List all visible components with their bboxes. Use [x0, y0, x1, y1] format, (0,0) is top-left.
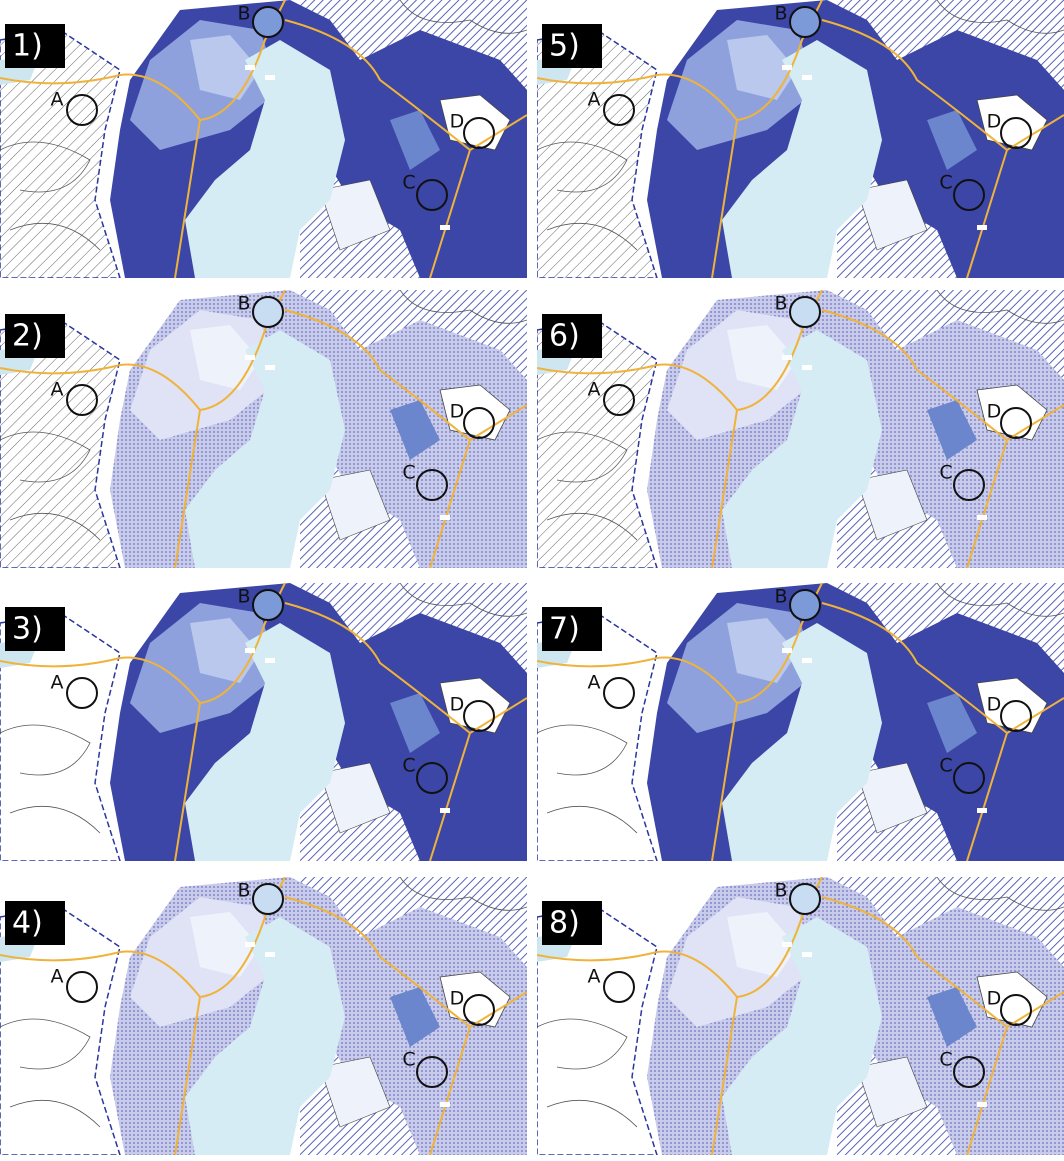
building — [977, 1102, 987, 1107]
building — [802, 952, 812, 957]
site-label: B — [774, 880, 787, 902]
site-marker — [790, 884, 820, 914]
site-label: C — [402, 755, 415, 777]
building — [245, 648, 255, 653]
map-panel: A B C D 2) — [0, 290, 527, 568]
site-label: C — [939, 1049, 952, 1071]
site-label: A — [588, 89, 601, 111]
map-panel: A B C D 7) — [537, 583, 1064, 861]
building — [440, 808, 450, 813]
site-marker — [253, 297, 283, 327]
site-marker — [253, 7, 283, 37]
site-label: D — [987, 111, 1002, 133]
building — [440, 225, 450, 230]
site-label: D — [987, 988, 1002, 1010]
map-panel: A B C D 1) — [0, 0, 527, 278]
building — [440, 515, 450, 520]
site-label: C — [402, 462, 415, 484]
building — [245, 65, 255, 70]
map-figure: A B C D 1) A B C D 5) A B C D 2) A B C D 6) A B C D 3) A B C D 7) A B C D… — [0, 0, 1064, 1161]
site-label: D — [450, 694, 465, 716]
site-label: C — [939, 462, 952, 484]
site-marker — [790, 297, 820, 327]
site-label: B — [774, 3, 787, 25]
site-label: A — [51, 966, 64, 988]
site-marker — [253, 884, 283, 914]
panel-label: 3) — [12, 612, 43, 647]
site-label: C — [402, 1049, 415, 1071]
site-marker — [790, 7, 820, 37]
panel-label: 6) — [549, 319, 580, 354]
map-panel: A B C D 5) — [537, 0, 1064, 278]
building — [265, 365, 275, 370]
map-panel: A B C D 8) — [537, 877, 1064, 1155]
site-label: B — [774, 293, 787, 315]
site-label: C — [939, 172, 952, 194]
building — [782, 648, 792, 653]
building — [977, 808, 987, 813]
building — [802, 75, 812, 80]
site-label: B — [774, 586, 787, 608]
site-label: C — [402, 172, 415, 194]
building — [265, 952, 275, 957]
site-label: D — [450, 111, 465, 133]
site-label: A — [588, 379, 601, 401]
map-panel: A B C D 6) — [537, 290, 1064, 568]
site-label: D — [987, 694, 1002, 716]
map-panel: A B C D 4) — [0, 877, 527, 1155]
building — [977, 225, 987, 230]
site-label: A — [51, 89, 64, 111]
building — [245, 942, 255, 947]
building — [440, 1102, 450, 1107]
building — [802, 658, 812, 663]
site-label: B — [237, 293, 250, 315]
site-label: D — [450, 401, 465, 423]
site-label: A — [588, 966, 601, 988]
site-label: B — [237, 880, 250, 902]
panel-label: 2) — [12, 319, 43, 354]
site-label: B — [237, 586, 250, 608]
site-label: A — [51, 379, 64, 401]
building — [265, 75, 275, 80]
building — [782, 65, 792, 70]
site-label: B — [237, 3, 250, 25]
site-label: C — [939, 755, 952, 777]
site-label: A — [588, 672, 601, 694]
site-marker — [790, 590, 820, 620]
building — [802, 365, 812, 370]
site-label: D — [450, 988, 465, 1010]
panel-label: 1) — [12, 29, 43, 64]
panel-label: 7) — [549, 612, 580, 647]
building — [265, 658, 275, 663]
building — [245, 355, 255, 360]
panel-label: 8) — [549, 906, 580, 941]
building — [782, 942, 792, 947]
building — [977, 515, 987, 520]
site-marker — [253, 590, 283, 620]
site-label: A — [51, 672, 64, 694]
panel-label: 5) — [549, 29, 580, 64]
panel-label: 4) — [12, 906, 43, 941]
site-label: D — [987, 401, 1002, 423]
building — [782, 355, 792, 360]
map-panel: A B C D 3) — [0, 583, 527, 861]
